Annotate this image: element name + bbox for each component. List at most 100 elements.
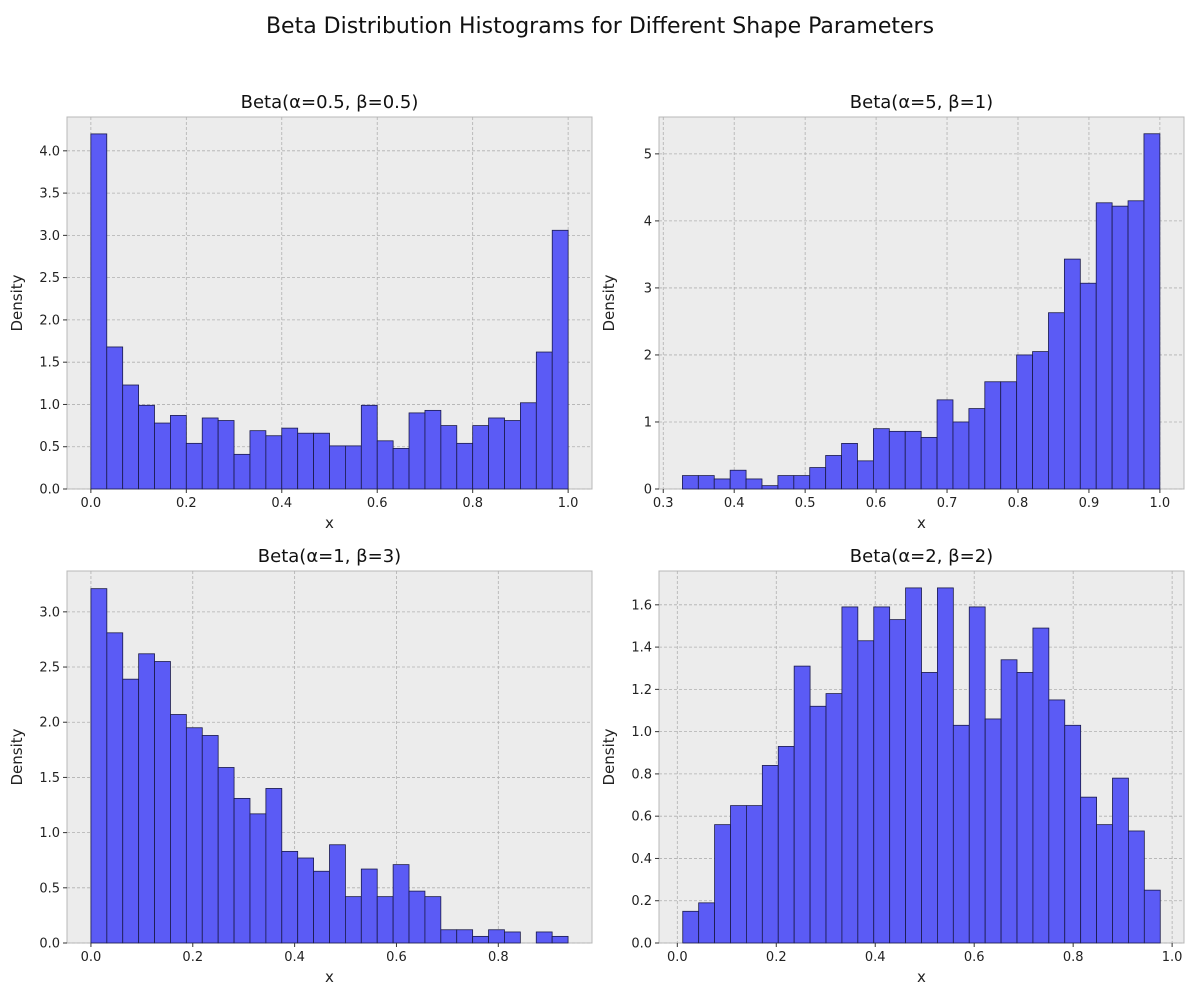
x-tick-label: 0.6 xyxy=(367,496,388,511)
y-tick-label: 1.2 xyxy=(631,683,652,698)
histogram-bar xyxy=(1032,351,1049,490)
histogram-bar xyxy=(90,588,108,944)
histogram-bar xyxy=(937,587,954,944)
x-tick-label: 0.0 xyxy=(81,496,102,511)
y-axis-label: Density xyxy=(600,274,618,331)
x-tick-label: 0.4 xyxy=(284,950,305,965)
x-tick-label: 1.0 xyxy=(1150,496,1171,511)
histogram-bar xyxy=(889,619,906,944)
histogram-bar xyxy=(456,929,474,944)
histogram-bar xyxy=(551,935,569,944)
histogram-bar xyxy=(392,864,410,944)
histogram-bar xyxy=(921,672,938,944)
histogram-bar xyxy=(313,870,330,944)
histogram-bar xyxy=(682,475,699,490)
y-tick-label: 3.0 xyxy=(39,229,60,244)
histogram-bar xyxy=(809,705,827,944)
histogram-bar xyxy=(233,797,251,944)
histogram-bar xyxy=(440,929,458,944)
y-tick-label: 0.4 xyxy=(631,852,652,867)
histogram-bar xyxy=(984,381,1002,490)
subplot-2: 0.3 0.4 0.5 0.6 0.7 0.8 0.9 1.0 0 1 2 3 4 5 x Density Be… xyxy=(600,92,1185,532)
histogram-bar xyxy=(185,442,203,490)
x-tick-label: 0.7 xyxy=(937,496,958,511)
histogram-bar xyxy=(1016,672,1034,944)
y-tick-label: 1.5 xyxy=(39,771,60,786)
y-tick-label: 1.0 xyxy=(39,398,60,413)
histogram-bar xyxy=(761,765,779,944)
y-tick-label: 0.8 xyxy=(631,767,652,782)
histogram-bar xyxy=(185,727,203,944)
histogram-bar xyxy=(249,813,267,944)
x-tick-label: 1.0 xyxy=(1162,950,1183,965)
histogram-bar xyxy=(281,850,299,944)
histogram-bar xyxy=(329,445,346,490)
histogram-bar xyxy=(729,469,747,490)
y-tick-label: 0 xyxy=(644,483,652,498)
histogram-bar xyxy=(857,640,875,944)
x-tick-label: 0.4 xyxy=(865,950,886,965)
histogram-bar xyxy=(1143,133,1161,490)
histogram-bar xyxy=(1095,202,1113,490)
x-axis-label: x xyxy=(917,514,926,532)
histogram-bar xyxy=(265,788,283,944)
histogram-bar xyxy=(122,678,140,944)
histogram-bar xyxy=(984,718,1002,944)
subplot-title: Beta(α=1, β=3) xyxy=(258,546,401,567)
y-tick-label: 0.5 xyxy=(39,440,60,455)
histogram-bar xyxy=(106,346,124,490)
histogram-bar xyxy=(873,606,891,944)
histogram-bar xyxy=(329,844,346,944)
histogram-bar xyxy=(1079,282,1097,490)
histogram-bar xyxy=(408,412,426,490)
histogram-bar xyxy=(714,824,731,944)
y-tick-label: 3.5 xyxy=(39,187,60,202)
histogram-bar xyxy=(122,384,139,490)
histogram-bar xyxy=(793,475,811,490)
figure-title: Beta Distribution Histograms for Differe… xyxy=(265,14,935,39)
y-tick-label: 1.5 xyxy=(39,356,60,371)
x-tick-label: 1.0 xyxy=(558,496,579,511)
x-tick-label: 0.8 xyxy=(488,950,509,965)
y-axis-label: Density xyxy=(600,728,618,785)
y-tick-label: 3 xyxy=(644,281,652,296)
histogram-bar xyxy=(106,632,124,944)
histogram-bar xyxy=(1048,312,1065,490)
histogram-bar xyxy=(138,404,155,490)
histogram-bar xyxy=(1016,354,1033,490)
x-tick-label: 0.2 xyxy=(176,496,197,511)
subplot-title: Beta(α=2, β=2) xyxy=(850,546,993,567)
histogram-bar xyxy=(424,896,442,944)
histogram-bar xyxy=(472,425,489,490)
y-tick-label: 1 xyxy=(644,415,652,430)
histogram-bar xyxy=(952,724,970,944)
x-tick-label: 0.3 xyxy=(653,496,674,511)
histogram-bar xyxy=(905,587,922,944)
histogram-bar xyxy=(1032,627,1050,944)
histogram-bar xyxy=(535,351,553,490)
x-tick-label: 0.9 xyxy=(1079,496,1100,511)
histogram-bar xyxy=(1064,724,1082,944)
histogram-bar xyxy=(488,929,505,944)
histogram-bar xyxy=(504,420,521,490)
histogram-bar xyxy=(936,399,954,490)
histogram-bar xyxy=(376,440,394,490)
histogram-bar xyxy=(777,475,795,490)
histogram-bar xyxy=(488,417,505,490)
histogram-bar xyxy=(138,653,155,944)
histogram-bar xyxy=(233,453,251,490)
histogram-bar xyxy=(872,428,890,490)
histogram-bar xyxy=(281,427,299,490)
histogram-bar xyxy=(345,445,362,490)
subplot-title: Beta(α=5, β=1) xyxy=(850,92,993,113)
subplot-3: 0.0 0.2 0.4 0.6 0.8 0.0 0.5 1.0 1.5 2.0 2.5 3.0 x Den… xyxy=(8,546,593,986)
x-tick-label: 0.8 xyxy=(1008,496,1029,511)
histogram-bar xyxy=(698,902,715,944)
x-tick-label: 0.8 xyxy=(462,496,483,511)
x-tick-label: 0.0 xyxy=(667,950,688,965)
x-tick-label: 0.5 xyxy=(795,496,816,511)
histogram-bar xyxy=(440,425,458,490)
histogram-bar xyxy=(360,404,378,490)
x-tick-label: 0.6 xyxy=(964,950,985,965)
